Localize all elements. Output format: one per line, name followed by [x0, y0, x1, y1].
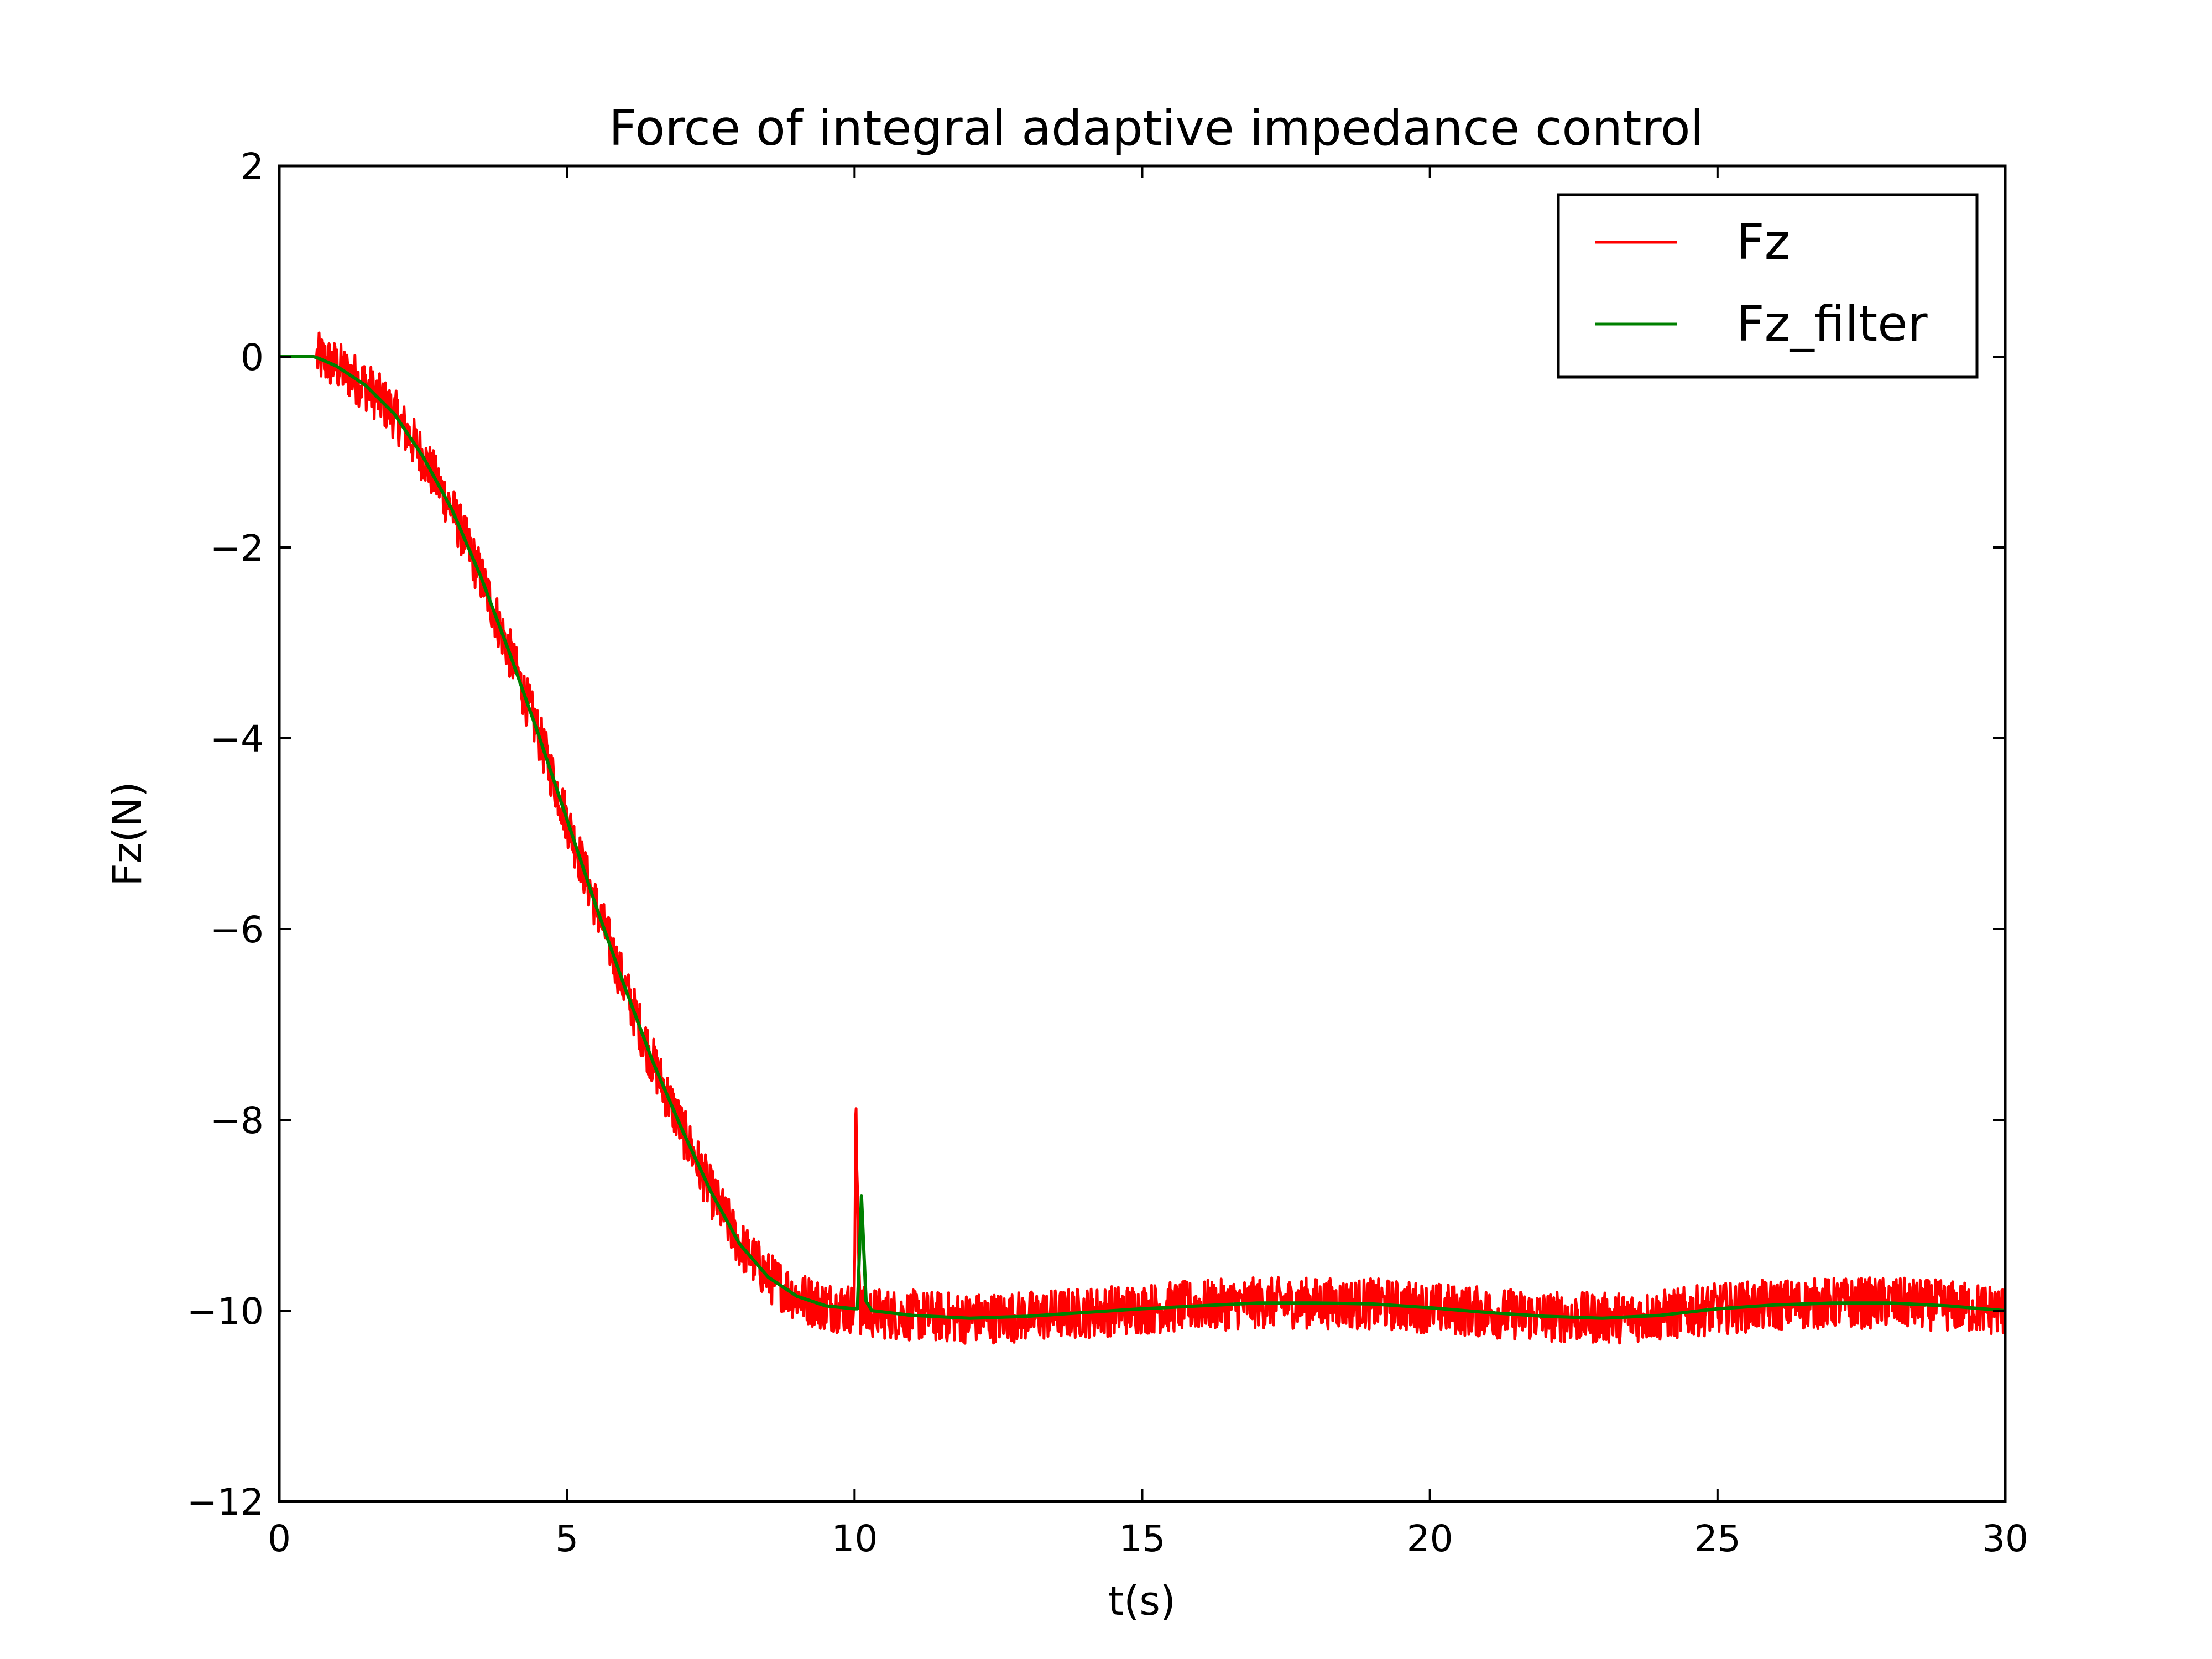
legend-label-fz-filter: Fz_filter: [1736, 295, 1928, 352]
x-tick-label: 30: [1982, 1517, 2028, 1560]
y-tick-label: −10: [187, 1290, 264, 1333]
y-tick-label: −2: [210, 527, 264, 570]
y-tick-label: −8: [210, 1099, 264, 1142]
y-axis-label: Fz(N): [104, 781, 150, 886]
y-tick-label: 2: [241, 145, 264, 188]
y-tick-label: −12: [187, 1481, 264, 1524]
legend-label-fz: Fz: [1736, 213, 1790, 270]
legend-frame: [1557, 193, 1979, 379]
x-tick-label: 10: [831, 1517, 878, 1560]
x-tick-label: 20: [1407, 1517, 1453, 1560]
chart-title: Force of integral adaptive impedance con…: [609, 100, 1704, 156]
x-tick-label: 25: [1694, 1517, 1741, 1560]
y-tick-label: −4: [210, 718, 264, 760]
x-tick-label: 0: [268, 1517, 291, 1560]
y-tick-label: 0: [241, 336, 264, 379]
series-layer: [279, 331, 2005, 1345]
x-tick-label: 5: [555, 1517, 578, 1560]
y-tick-label: −6: [210, 909, 264, 951]
x-axis-label: t(s): [1108, 1578, 1176, 1624]
series-line-fz-filter: [279, 355, 2005, 1320]
legend: Fz Fz_filter: [1557, 193, 1979, 379]
x-tick-label: 15: [1119, 1517, 1166, 1560]
